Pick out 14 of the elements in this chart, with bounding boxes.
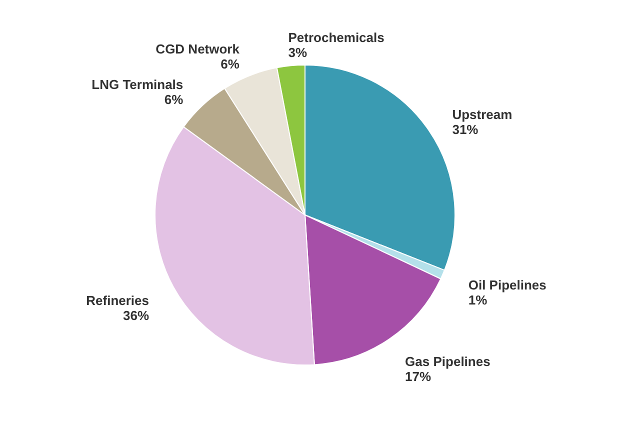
slice-label: Gas Pipelines bbox=[405, 354, 490, 370]
data-label: 3% bbox=[288, 44, 308, 60]
data-label: 1% bbox=[468, 292, 488, 308]
slice-label: Refineries bbox=[86, 292, 150, 308]
data-label: 31% bbox=[452, 122, 479, 137]
data-label: 36% bbox=[122, 308, 150, 323]
data-label: 17% bbox=[405, 369, 432, 384]
data-label: 6% bbox=[164, 92, 184, 108]
slice-label: Oil Pipelines bbox=[468, 278, 546, 293]
slice-label: CGD Network bbox=[156, 42, 240, 56]
slice-label: Upstream bbox=[452, 106, 512, 122]
data-label: 6% bbox=[220, 56, 240, 72]
slice-label: LNG Terminals bbox=[92, 77, 184, 92]
slice-label: Petrochemicals bbox=[288, 30, 384, 45]
